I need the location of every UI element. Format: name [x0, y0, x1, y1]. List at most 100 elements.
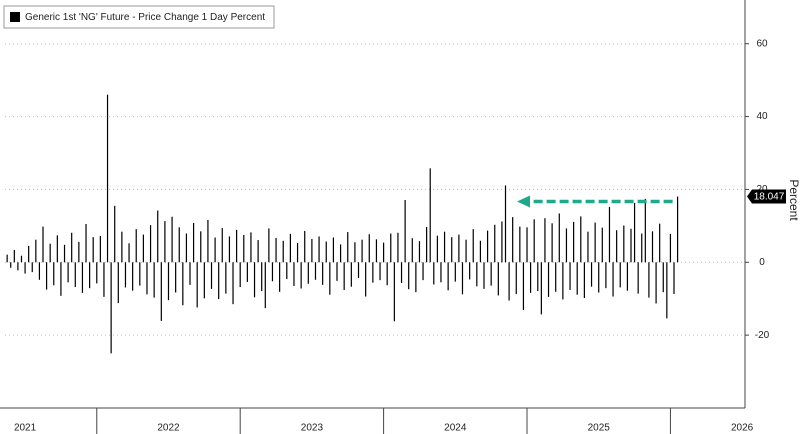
- bar: [483, 262, 485, 289]
- bar: [275, 237, 277, 263]
- bar: [31, 262, 33, 273]
- bar: [573, 221, 575, 263]
- bar: [465, 239, 467, 263]
- x-tick-label: 2024: [444, 423, 467, 434]
- bar: [182, 262, 184, 306]
- bar: [623, 225, 625, 263]
- bar: [264, 262, 266, 309]
- bar: [408, 262, 410, 290]
- bar: [279, 262, 281, 292]
- bar: [282, 240, 284, 263]
- last-value-label: 18.047: [754, 192, 785, 203]
- bar: [132, 262, 134, 291]
- bar: [175, 262, 177, 293]
- bar: [92, 237, 94, 263]
- bar: [644, 198, 646, 263]
- bar: [648, 262, 650, 298]
- bar: [146, 262, 148, 295]
- bar: [601, 227, 603, 263]
- bar: [501, 221, 503, 263]
- bar: [225, 262, 227, 294]
- bar: [207, 220, 209, 263]
- bar: [192, 222, 195, 263]
- bar: [160, 262, 162, 321]
- bar: [583, 262, 585, 298]
- arrow-head: [517, 195, 530, 208]
- bar: [426, 226, 428, 263]
- bar: [655, 262, 657, 304]
- legend-label: Generic 1st 'NG' Future - Price Change 1…: [25, 12, 265, 23]
- bar: [626, 262, 629, 291]
- bar: [135, 229, 137, 263]
- bar: [96, 262, 98, 284]
- bar: [569, 262, 571, 290]
- bar: [587, 231, 589, 263]
- bar: [38, 262, 41, 280]
- bar: [497, 262, 499, 296]
- bar: [458, 234, 460, 263]
- bar: [411, 238, 413, 263]
- bar: [562, 262, 564, 300]
- bar: [375, 239, 378, 263]
- bar: [372, 262, 374, 283]
- bar: [519, 226, 521, 263]
- bar: [551, 223, 553, 263]
- bar: [210, 262, 213, 289]
- bar: [185, 233, 188, 263]
- bar: [576, 262, 578, 295]
- bar: [171, 216, 173, 263]
- bar: [128, 243, 130, 263]
- bar: [99, 236, 101, 263]
- bar: [612, 262, 614, 297]
- bar: [196, 262, 198, 308]
- bar: [619, 262, 621, 288]
- bar: [78, 241, 80, 263]
- bar: [261, 262, 263, 292]
- bar: [651, 231, 654, 263]
- bar: [350, 262, 352, 287]
- bar: [153, 262, 155, 298]
- bar: [397, 232, 399, 263]
- bar: [472, 229, 474, 263]
- x-tick-label: 2023: [301, 423, 324, 434]
- bar: [142, 234, 144, 263]
- bar: [71, 232, 73, 263]
- y-tick-label: 0: [759, 257, 765, 268]
- legend-swatch: [10, 12, 20, 22]
- bar: [400, 262, 403, 284]
- bar: [504, 185, 507, 263]
- bar: [17, 262, 19, 271]
- bar: [343, 262, 345, 290]
- bar: [476, 262, 478, 287]
- bar: [368, 234, 370, 263]
- bar: [526, 227, 528, 263]
- bar: [110, 262, 112, 354]
- bar: [296, 242, 299, 263]
- y-tick-label: 40: [756, 111, 768, 122]
- bar: [436, 235, 438, 263]
- bar: [74, 262, 76, 288]
- bar: [451, 237, 453, 263]
- bar: [418, 241, 421, 263]
- bar: [121, 231, 123, 263]
- bar: [67, 262, 69, 283]
- bar: [214, 237, 216, 263]
- bar: [383, 242, 385, 263]
- last-value-tag-shape: [747, 189, 786, 204]
- bar: [218, 262, 220, 300]
- bar: [164, 221, 166, 263]
- bar: [221, 228, 223, 263]
- bar: [479, 240, 482, 263]
- bar: [515, 262, 517, 294]
- bar: [522, 262, 525, 311]
- bar: [232, 262, 234, 305]
- bar: [157, 210, 159, 263]
- bar: [318, 236, 320, 263]
- bar: [443, 231, 446, 263]
- bar: [167, 262, 170, 301]
- bar: [286, 262, 288, 280]
- bar: [415, 262, 417, 293]
- bar: [447, 262, 449, 291]
- bar: [114, 205, 116, 263]
